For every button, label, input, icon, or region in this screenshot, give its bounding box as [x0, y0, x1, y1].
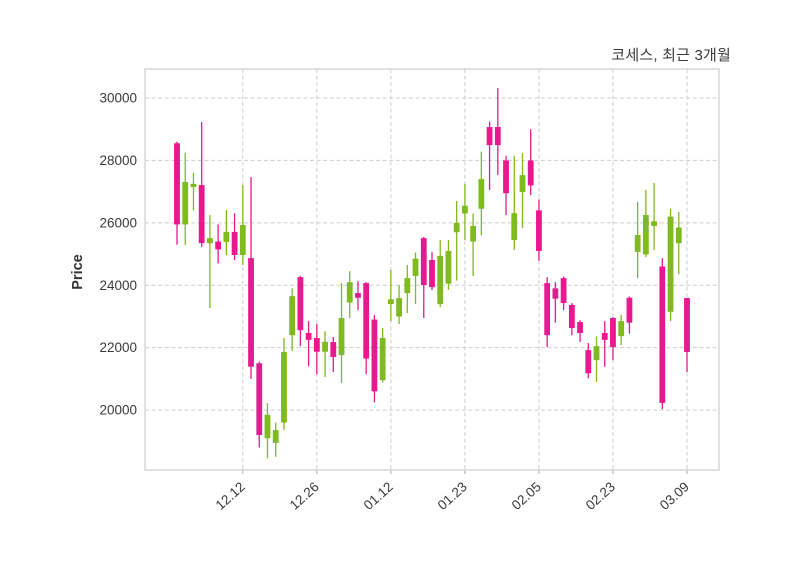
- candle-body-up: [667, 216, 674, 312]
- candle-body-down: [355, 293, 361, 298]
- candle-body-down: [256, 363, 263, 436]
- candle-body-down: [601, 333, 608, 340]
- candle-body-up: [346, 282, 353, 303]
- candle-body-down: [429, 259, 435, 288]
- candle-body-up: [396, 298, 402, 317]
- x-tick-label: 12.12: [213, 479, 248, 513]
- candle-body-up: [281, 352, 287, 423]
- y-tick-label: 24000: [99, 278, 137, 293]
- candle-body-up: [322, 341, 328, 352]
- candle-body-down: [585, 350, 592, 374]
- candle-body-up: [338, 318, 345, 356]
- x-tick-label: 03.09: [657, 479, 692, 513]
- candle-body-down: [248, 258, 254, 367]
- candle-body-down: [330, 342, 337, 358]
- y-tick-label: 28000: [99, 153, 137, 168]
- candle-body-down: [371, 319, 378, 392]
- y-tick-label: 26000: [99, 215, 137, 230]
- candle-body-down: [494, 127, 501, 146]
- chart-title: 코세스, 최근 3개월: [611, 47, 731, 64]
- candle-body-up: [264, 414, 271, 439]
- candle-body-up: [272, 430, 279, 443]
- candle-body-up: [478, 179, 485, 209]
- candle-body-up: [651, 221, 657, 226]
- candle-body-up: [412, 258, 419, 276]
- candle-body-up: [462, 205, 468, 214]
- candle-body-up: [404, 278, 411, 294]
- candle-body-up: [239, 225, 246, 255]
- candle-body-up: [289, 296, 296, 336]
- candle-body-up: [675, 227, 682, 244]
- candle-body-up: [593, 346, 600, 361]
- candle-body-up: [387, 299, 394, 304]
- candle-body-down: [610, 318, 616, 348]
- x-tick-label: 01.12: [361, 479, 396, 513]
- x-tick-label: 12.26: [287, 479, 322, 513]
- candle-body-down: [527, 160, 534, 186]
- y-tick-label: 30000: [99, 91, 137, 106]
- candle-body-up: [437, 255, 444, 304]
- x-tick-label: 01.23: [435, 479, 470, 513]
- candle-body-up: [223, 231, 230, 242]
- candle-body-down: [552, 288, 559, 299]
- candle-body-up: [634, 235, 641, 252]
- y-tick-label: 22000: [99, 340, 137, 355]
- candle-body-up: [445, 250, 452, 284]
- candle-body-down: [503, 160, 509, 194]
- y-tick-label: 20000: [99, 403, 137, 418]
- candle-body-down: [215, 241, 222, 250]
- candle-body-down: [568, 304, 575, 329]
- candle-body-down: [305, 333, 312, 340]
- candle-body-down: [544, 283, 551, 336]
- candle-body-up: [618, 321, 625, 337]
- candle-body-down: [560, 278, 567, 304]
- candle-body-down: [536, 210, 542, 251]
- candle-body-down: [577, 322, 583, 334]
- candle-body-up: [379, 337, 386, 381]
- candle-body-up: [519, 175, 526, 192]
- candle-body-down: [297, 277, 304, 331]
- candle-body-up: [190, 183, 197, 187]
- plot-border: [144, 68, 720, 471]
- candle-body-up: [511, 213, 518, 241]
- candle-body-down: [198, 185, 205, 244]
- candle-body-down: [231, 231, 238, 255]
- candle-body-down: [659, 266, 666, 403]
- candle-body-down: [363, 283, 370, 359]
- candle-body-up: [453, 222, 460, 233]
- candle-body-down: [420, 238, 427, 285]
- candle-body-up: [642, 215, 649, 255]
- candle-body-down: [626, 297, 633, 323]
- candle-body-up: [470, 225, 477, 242]
- candle-body-up: [207, 238, 213, 244]
- x-tick-label: 02.05: [509, 479, 544, 513]
- x-tick-label: 02.23: [583, 479, 618, 513]
- candle-body-up: [182, 181, 189, 225]
- candle-body-down: [313, 337, 320, 352]
- candle-body-down: [684, 298, 690, 353]
- candle-body-down: [486, 127, 493, 146]
- candle-body-down: [174, 143, 180, 225]
